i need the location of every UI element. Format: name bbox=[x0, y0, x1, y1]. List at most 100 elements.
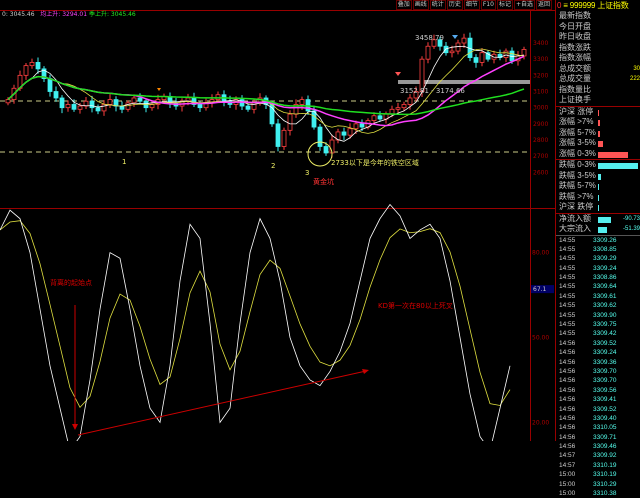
breadth-down-row: 跌幅 5-7% bbox=[556, 181, 640, 192]
candle-body bbox=[504, 51, 508, 57]
tick-time: 15:00 bbox=[559, 489, 593, 498]
symbol-icon: 0 bbox=[557, 1, 561, 10]
candle-body bbox=[402, 104, 406, 107]
kd-axis-label: 20.00 bbox=[532, 419, 549, 426]
flow-label: 大宗流入 bbox=[559, 224, 591, 233]
candle-body bbox=[54, 92, 58, 98]
tick-time: 14:56 bbox=[559, 442, 593, 451]
tick-time: 14:56 bbox=[559, 367, 593, 376]
toolbar-button[interactable]: 返回 bbox=[536, 0, 552, 10]
tick-price: 3309.90 bbox=[593, 311, 617, 320]
breadth-bar bbox=[598, 174, 601, 180]
tick-price: 3309.70 bbox=[593, 376, 617, 385]
breadth-label: 涨幅 3-5% bbox=[559, 138, 596, 147]
tick-price: 3309.92 bbox=[593, 451, 617, 460]
breadth-up-row: 涨幅 >7% bbox=[556, 117, 640, 128]
toolbar-button[interactable]: 叠加 bbox=[396, 0, 412, 10]
info-label: 上证换手 bbox=[559, 95, 591, 104]
kd-marker-value: 67.1 bbox=[533, 286, 547, 293]
info-row: 上证换手 bbox=[556, 95, 640, 106]
price-axis-label: 2600 bbox=[533, 169, 548, 176]
tick-time: 14:55 bbox=[559, 311, 593, 320]
breadth-bar bbox=[598, 184, 599, 190]
breadth-label: 涨幅 5-7% bbox=[559, 128, 596, 137]
toolbar-button[interactable]: 细节 bbox=[464, 0, 480, 10]
tick-time: 14:56 bbox=[559, 348, 593, 357]
tick-price: 3309.70 bbox=[593, 367, 617, 376]
candle-body bbox=[90, 101, 94, 107]
candle-body bbox=[138, 98, 142, 101]
info-row: 最新指数 bbox=[556, 11, 640, 22]
ma-value-1: 0: 3045.46 bbox=[2, 11, 35, 18]
breadth-bar bbox=[598, 205, 599, 211]
info-label: 总成交量 bbox=[559, 74, 591, 83]
candle-body bbox=[78, 106, 82, 109]
tick-time: 14:55 bbox=[559, 282, 593, 291]
info-label: 指数量比 bbox=[559, 85, 591, 94]
divergence-note: 背离的起始点 bbox=[50, 278, 92, 287]
candle-body bbox=[408, 98, 412, 104]
signal-marker-icon bbox=[395, 72, 401, 76]
symbol-code[interactable]: ≡ 999999 bbox=[563, 1, 595, 10]
candle-body bbox=[150, 104, 154, 107]
breadth-down-row: 沪深 跌停 bbox=[556, 202, 640, 213]
tick-price: 3310.19 bbox=[593, 461, 617, 470]
tick-price: 3309.61 bbox=[593, 292, 617, 301]
tick-price: 3309.24 bbox=[593, 264, 617, 273]
tick-price: 3309.42 bbox=[593, 329, 617, 338]
candle-body bbox=[48, 79, 52, 92]
candle-body bbox=[30, 62, 34, 65]
tick-price: 3309.41 bbox=[593, 395, 617, 404]
flow-value: -90.73 bbox=[623, 214, 640, 225]
info-label: 指数涨幅 bbox=[559, 53, 591, 62]
tick-time: 14:56 bbox=[559, 358, 593, 367]
candle-body bbox=[36, 62, 40, 68]
breadth-down-row: 跌幅 3-5% bbox=[556, 171, 640, 182]
info-value: 30 bbox=[633, 64, 640, 75]
toolbar-button[interactable]: +自选 bbox=[514, 0, 535, 10]
breadth-bar bbox=[598, 163, 638, 169]
kd-k-line bbox=[0, 204, 510, 441]
candle-body bbox=[426, 46, 430, 59]
candle-body bbox=[372, 116, 376, 121]
candle-body bbox=[300, 100, 304, 105]
candle-body bbox=[318, 127, 322, 146]
candle-body bbox=[450, 51, 454, 53]
symbol-name: 上证指数 bbox=[597, 1, 628, 10]
price-axis-label: 3100 bbox=[533, 89, 548, 96]
tick-price: 3309.46 bbox=[593, 442, 617, 451]
tick-price: 3309.24 bbox=[593, 348, 617, 357]
candle-body bbox=[60, 98, 64, 108]
candle-body bbox=[114, 100, 118, 106]
candle-body bbox=[132, 98, 136, 103]
tick-price: 3309.40 bbox=[593, 414, 617, 423]
toolbar-button[interactable]: 画线 bbox=[413, 0, 429, 10]
toolbar-button[interactable]: F10 bbox=[481, 0, 496, 10]
toolbar-button[interactable]: 历史 bbox=[447, 0, 463, 10]
breadth-up-row: 涨幅 3-5% bbox=[556, 138, 640, 149]
breadth-up-row: 涨幅 0-3% bbox=[556, 149, 640, 160]
toolbar-button[interactable]: 统计 bbox=[430, 0, 446, 10]
wave-label-3: 3 bbox=[305, 169, 309, 177]
chart-area[interactable]: 34003300320031003000290028002700260080.0… bbox=[0, 0, 555, 441]
tick-price: 3309.52 bbox=[593, 339, 617, 348]
gap-band bbox=[398, 80, 530, 84]
toolbar-button[interactable]: 标记 bbox=[497, 0, 513, 10]
candle-body bbox=[246, 106, 250, 109]
tick-time: 14:56 bbox=[559, 405, 593, 414]
price-axis-label: 2900 bbox=[533, 121, 548, 128]
candle-body bbox=[72, 104, 76, 109]
tick-time: 14:56 bbox=[559, 376, 593, 385]
